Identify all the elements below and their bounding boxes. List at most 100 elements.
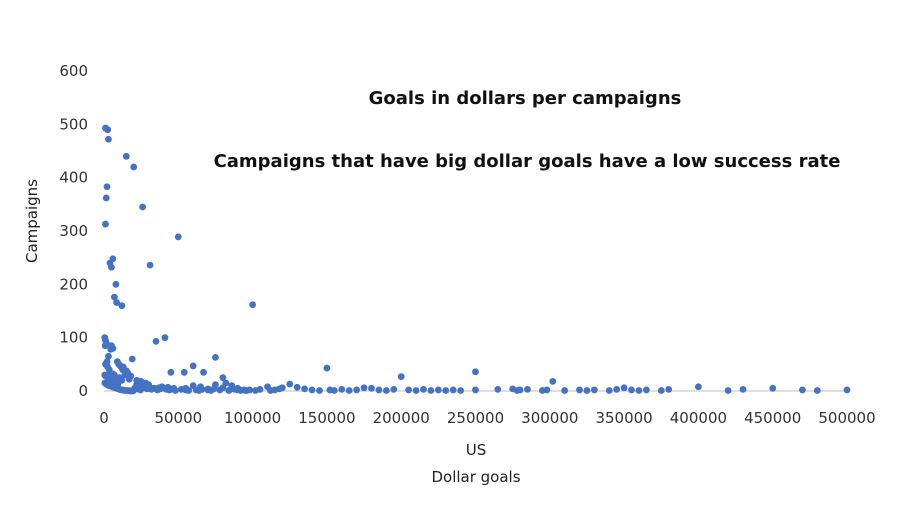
data-point xyxy=(102,194,110,202)
data-point xyxy=(109,372,117,380)
data-point xyxy=(293,383,301,391)
data-point xyxy=(167,368,175,376)
y-axis-label: Campaigns xyxy=(23,179,41,263)
y-tick-label: 500 xyxy=(59,115,88,133)
data-point xyxy=(104,126,112,134)
data-point xyxy=(249,301,256,308)
data-point xyxy=(107,346,115,353)
data-point xyxy=(146,261,154,269)
data-point xyxy=(212,381,219,388)
data-point xyxy=(412,387,420,394)
data-point xyxy=(628,386,635,394)
data-point xyxy=(128,355,136,363)
data-point xyxy=(308,386,316,394)
y-tick-label: 300 xyxy=(59,222,88,240)
data-point xyxy=(642,386,650,394)
data-point xyxy=(494,386,502,393)
data-point xyxy=(813,387,821,394)
data-point xyxy=(472,386,479,394)
data-point xyxy=(390,386,398,393)
data-point xyxy=(241,387,249,394)
data-point xyxy=(130,163,138,171)
data-point xyxy=(212,354,219,361)
data-point xyxy=(234,386,242,394)
data-point xyxy=(204,385,212,393)
x-tick-label: 300000 xyxy=(521,409,578,427)
data-point xyxy=(420,386,427,393)
data-point xyxy=(316,387,323,394)
data-point xyxy=(103,183,111,191)
data-point xyxy=(613,386,621,393)
data-point xyxy=(101,342,109,350)
data-point xyxy=(590,386,598,394)
data-point xyxy=(695,383,702,391)
data-point xyxy=(182,384,190,392)
x-tick-label: 100000 xyxy=(224,409,281,427)
data-point xyxy=(516,386,524,394)
x-tick-label: 150000 xyxy=(298,409,355,427)
data-point xyxy=(665,386,673,393)
data-point xyxy=(152,338,160,345)
data-point xyxy=(524,386,531,393)
data-point xyxy=(635,387,643,394)
data-point xyxy=(197,383,204,391)
x-tick-label: 350000 xyxy=(595,409,652,427)
data-point xyxy=(724,387,732,394)
y-tick-label: 600 xyxy=(59,62,88,80)
data-point xyxy=(226,386,234,393)
data-point xyxy=(442,387,450,394)
x-tick-label: 0 xyxy=(99,409,109,427)
x-axis-label-line-2: Dollar goals xyxy=(431,468,520,486)
data-point xyxy=(405,386,413,394)
data-point xyxy=(158,383,166,391)
data-point xyxy=(180,368,188,376)
data-point xyxy=(219,374,227,382)
data-point xyxy=(657,387,665,394)
data-point xyxy=(382,387,390,394)
data-point xyxy=(576,386,583,394)
y-tick-label: 100 xyxy=(59,329,88,347)
chart-title: Goals in dollars per campaigns xyxy=(369,88,682,109)
data-point xyxy=(449,386,457,394)
y-tick-label: 400 xyxy=(59,169,88,187)
data-points xyxy=(101,124,851,395)
data-point xyxy=(739,386,747,393)
x-tick-label: 450000 xyxy=(744,409,801,427)
data-point xyxy=(113,299,121,306)
x-axis-ticks: 0 50000 100000 150000 200000 250000 300000 3500… xyxy=(99,409,875,427)
data-point xyxy=(200,368,207,376)
data-point xyxy=(164,383,172,391)
data-point xyxy=(139,203,147,211)
data-point xyxy=(543,386,551,394)
x-axis-label-line-1: US xyxy=(466,441,487,459)
data-point xyxy=(122,152,130,160)
data-point xyxy=(170,384,178,392)
data-point xyxy=(360,384,368,392)
data-point xyxy=(330,387,338,394)
data-point xyxy=(286,380,294,388)
data-point xyxy=(375,386,383,394)
data-point xyxy=(219,384,227,392)
chart-subtitle: Campaigns that have big dollar goals hav… xyxy=(214,151,841,172)
data-point xyxy=(427,387,435,394)
data-point xyxy=(583,387,591,394)
data-point xyxy=(174,233,182,241)
data-point xyxy=(301,385,309,393)
data-point xyxy=(620,384,628,392)
data-point xyxy=(843,386,851,394)
x-tick-label: 50000 xyxy=(154,409,202,427)
data-point xyxy=(149,384,157,392)
data-point xyxy=(111,293,118,301)
data-point xyxy=(118,302,126,310)
x-tick-label: 400000 xyxy=(670,409,727,427)
x-tick-label: 500000 xyxy=(818,409,875,427)
y-axis-ticks: 0 100 200 300 400 500 600 xyxy=(59,62,88,400)
data-point xyxy=(434,386,442,394)
data-point xyxy=(121,371,129,379)
data-point xyxy=(108,263,115,271)
data-point xyxy=(256,386,264,393)
data-point xyxy=(397,373,405,380)
data-point xyxy=(102,220,109,228)
data-point xyxy=(278,384,286,392)
